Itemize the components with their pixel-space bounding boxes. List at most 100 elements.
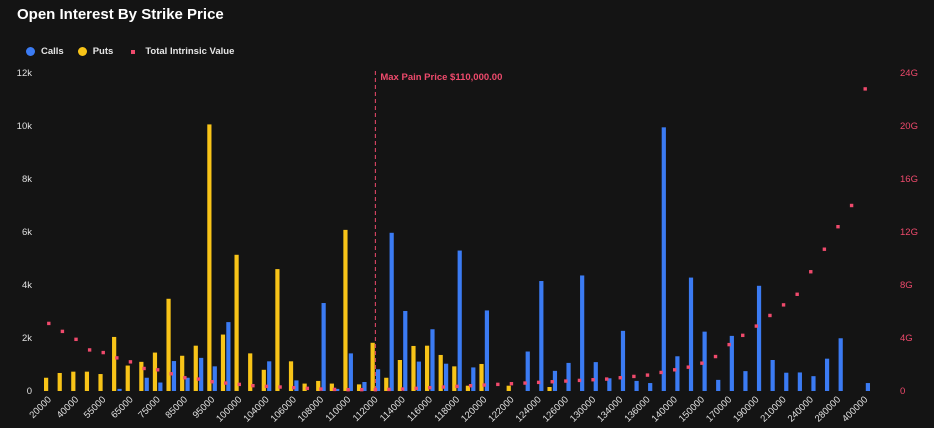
intrinsic-point bbox=[509, 382, 514, 386]
intrinsic-point bbox=[700, 361, 704, 365]
x-tick-label: 400000 bbox=[840, 394, 870, 424]
y-right-tick-label: 4G bbox=[900, 333, 913, 344]
x-tick-label: 85000 bbox=[164, 394, 190, 420]
x-tick-label: 150000 bbox=[677, 394, 707, 424]
calls-bar bbox=[593, 362, 598, 391]
intrinsic-point bbox=[741, 333, 745, 338]
puts-bar bbox=[166, 298, 171, 391]
x-tick-label: 126000 bbox=[541, 394, 571, 424]
intrinsic-point bbox=[713, 354, 718, 359]
puts-bar bbox=[452, 366, 457, 391]
calls-bar bbox=[158, 382, 163, 391]
puts-bar bbox=[152, 352, 158, 391]
calls-bar bbox=[539, 281, 544, 391]
puts-bar bbox=[356, 384, 362, 391]
puts-bar bbox=[506, 385, 511, 391]
x-tick-label: 170000 bbox=[704, 394, 734, 424]
y-left-tick-label: 12k bbox=[17, 68, 33, 79]
puts-bar bbox=[424, 345, 430, 391]
x-tick-label: 116000 bbox=[405, 394, 435, 424]
intrinsic-point bbox=[632, 374, 636, 379]
intrinsic-point bbox=[523, 381, 527, 385]
y-left-tick-label: 0 bbox=[27, 386, 32, 397]
x-tick-label: 112000 bbox=[351, 394, 381, 424]
max-pain-label: Max Pain Price $110,000.00 bbox=[380, 72, 502, 83]
intrinsic-point bbox=[768, 313, 772, 318]
intrinsic-point bbox=[673, 368, 677, 372]
puts-bar bbox=[234, 254, 239, 391]
calls-bar bbox=[675, 356, 680, 391]
x-tick-label: 110000 bbox=[324, 394, 354, 424]
intrinsic-point bbox=[87, 348, 92, 352]
calls-bar bbox=[348, 353, 353, 391]
y-right-tick-label: 8G bbox=[900, 280, 913, 291]
intrinsic-point bbox=[482, 383, 486, 387]
calls-bar bbox=[484, 310, 490, 391]
calls-bar bbox=[226, 322, 231, 391]
puts-bar bbox=[479, 363, 484, 391]
intrinsic-point bbox=[414, 386, 418, 391]
intrinsic-point bbox=[264, 384, 269, 389]
x-tick-label: 114000 bbox=[378, 394, 408, 424]
x-tick-label: 100000 bbox=[214, 394, 244, 424]
puts-bar bbox=[44, 377, 49, 391]
intrinsic-point bbox=[387, 387, 391, 392]
puts-bar bbox=[438, 354, 443, 391]
calls-bar bbox=[824, 358, 830, 391]
puts-bar bbox=[220, 334, 226, 391]
calls-bar bbox=[716, 379, 721, 391]
legend-puts[interactable]: Puts bbox=[77, 46, 113, 57]
intrinsic-point bbox=[115, 356, 119, 360]
x-tick-label: 20000 bbox=[27, 394, 53, 420]
legend-intrinsic[interactable]: Total Intrinsic Value bbox=[127, 46, 234, 57]
intrinsic-point bbox=[591, 378, 595, 382]
intrinsic-point bbox=[128, 360, 133, 364]
intrinsic-point bbox=[196, 377, 201, 381]
intrinsic-point bbox=[278, 385, 282, 389]
puts-bar bbox=[397, 359, 402, 391]
x-tick-label: 124000 bbox=[514, 394, 544, 424]
x-tick-label: 130000 bbox=[568, 394, 598, 424]
intrinsic-point bbox=[795, 292, 799, 296]
legend-calls[interactable]: Calls bbox=[26, 46, 64, 57]
puts-bar bbox=[248, 353, 253, 391]
intrinsic-point bbox=[428, 385, 432, 390]
puts-bar bbox=[193, 345, 198, 391]
intrinsic-point bbox=[618, 376, 622, 380]
calls-bar bbox=[729, 335, 734, 391]
puts-bar bbox=[547, 387, 552, 391]
calls-bar bbox=[117, 388, 122, 391]
intrinsic-point bbox=[237, 382, 241, 387]
intrinsic-point bbox=[292, 385, 296, 390]
x-tick-label: 190000 bbox=[731, 394, 761, 424]
intrinsic-point bbox=[659, 370, 663, 375]
calls-bar bbox=[294, 380, 299, 391]
x-tick-label: 210000 bbox=[758, 394, 788, 424]
calls-bar bbox=[171, 361, 177, 391]
calls-bar bbox=[607, 378, 612, 391]
y-right-tick-label: 20G bbox=[900, 121, 918, 132]
x-tick-label: 104000 bbox=[241, 394, 271, 424]
puts-bar bbox=[316, 380, 321, 391]
calls-bar bbox=[403, 310, 408, 391]
x-tick-label: 240000 bbox=[786, 394, 816, 424]
x-tick-label: 134000 bbox=[595, 394, 625, 424]
intrinsic-point bbox=[183, 376, 187, 380]
calls-bar bbox=[471, 367, 476, 391]
y-right-tick-label: 16G bbox=[900, 174, 918, 185]
intrinsic-point bbox=[47, 321, 51, 326]
calls-bar bbox=[430, 329, 435, 391]
intrinsic-point bbox=[360, 387, 364, 392]
puts-bar bbox=[329, 383, 334, 391]
intrinsic-point bbox=[604, 377, 609, 381]
y-right-tick-label: 0 bbox=[900, 386, 905, 397]
chart-title: Open Interest By Strike Price bbox=[17, 6, 224, 23]
intrinsic-point bbox=[849, 203, 854, 208]
puts-bar bbox=[288, 361, 294, 391]
puts-bar bbox=[411, 345, 416, 391]
puts-bar bbox=[343, 229, 348, 391]
calls-bar bbox=[838, 338, 843, 391]
puts-bar bbox=[125, 365, 130, 391]
intrinsic-point bbox=[305, 386, 310, 391]
calls-bar bbox=[362, 381, 367, 391]
